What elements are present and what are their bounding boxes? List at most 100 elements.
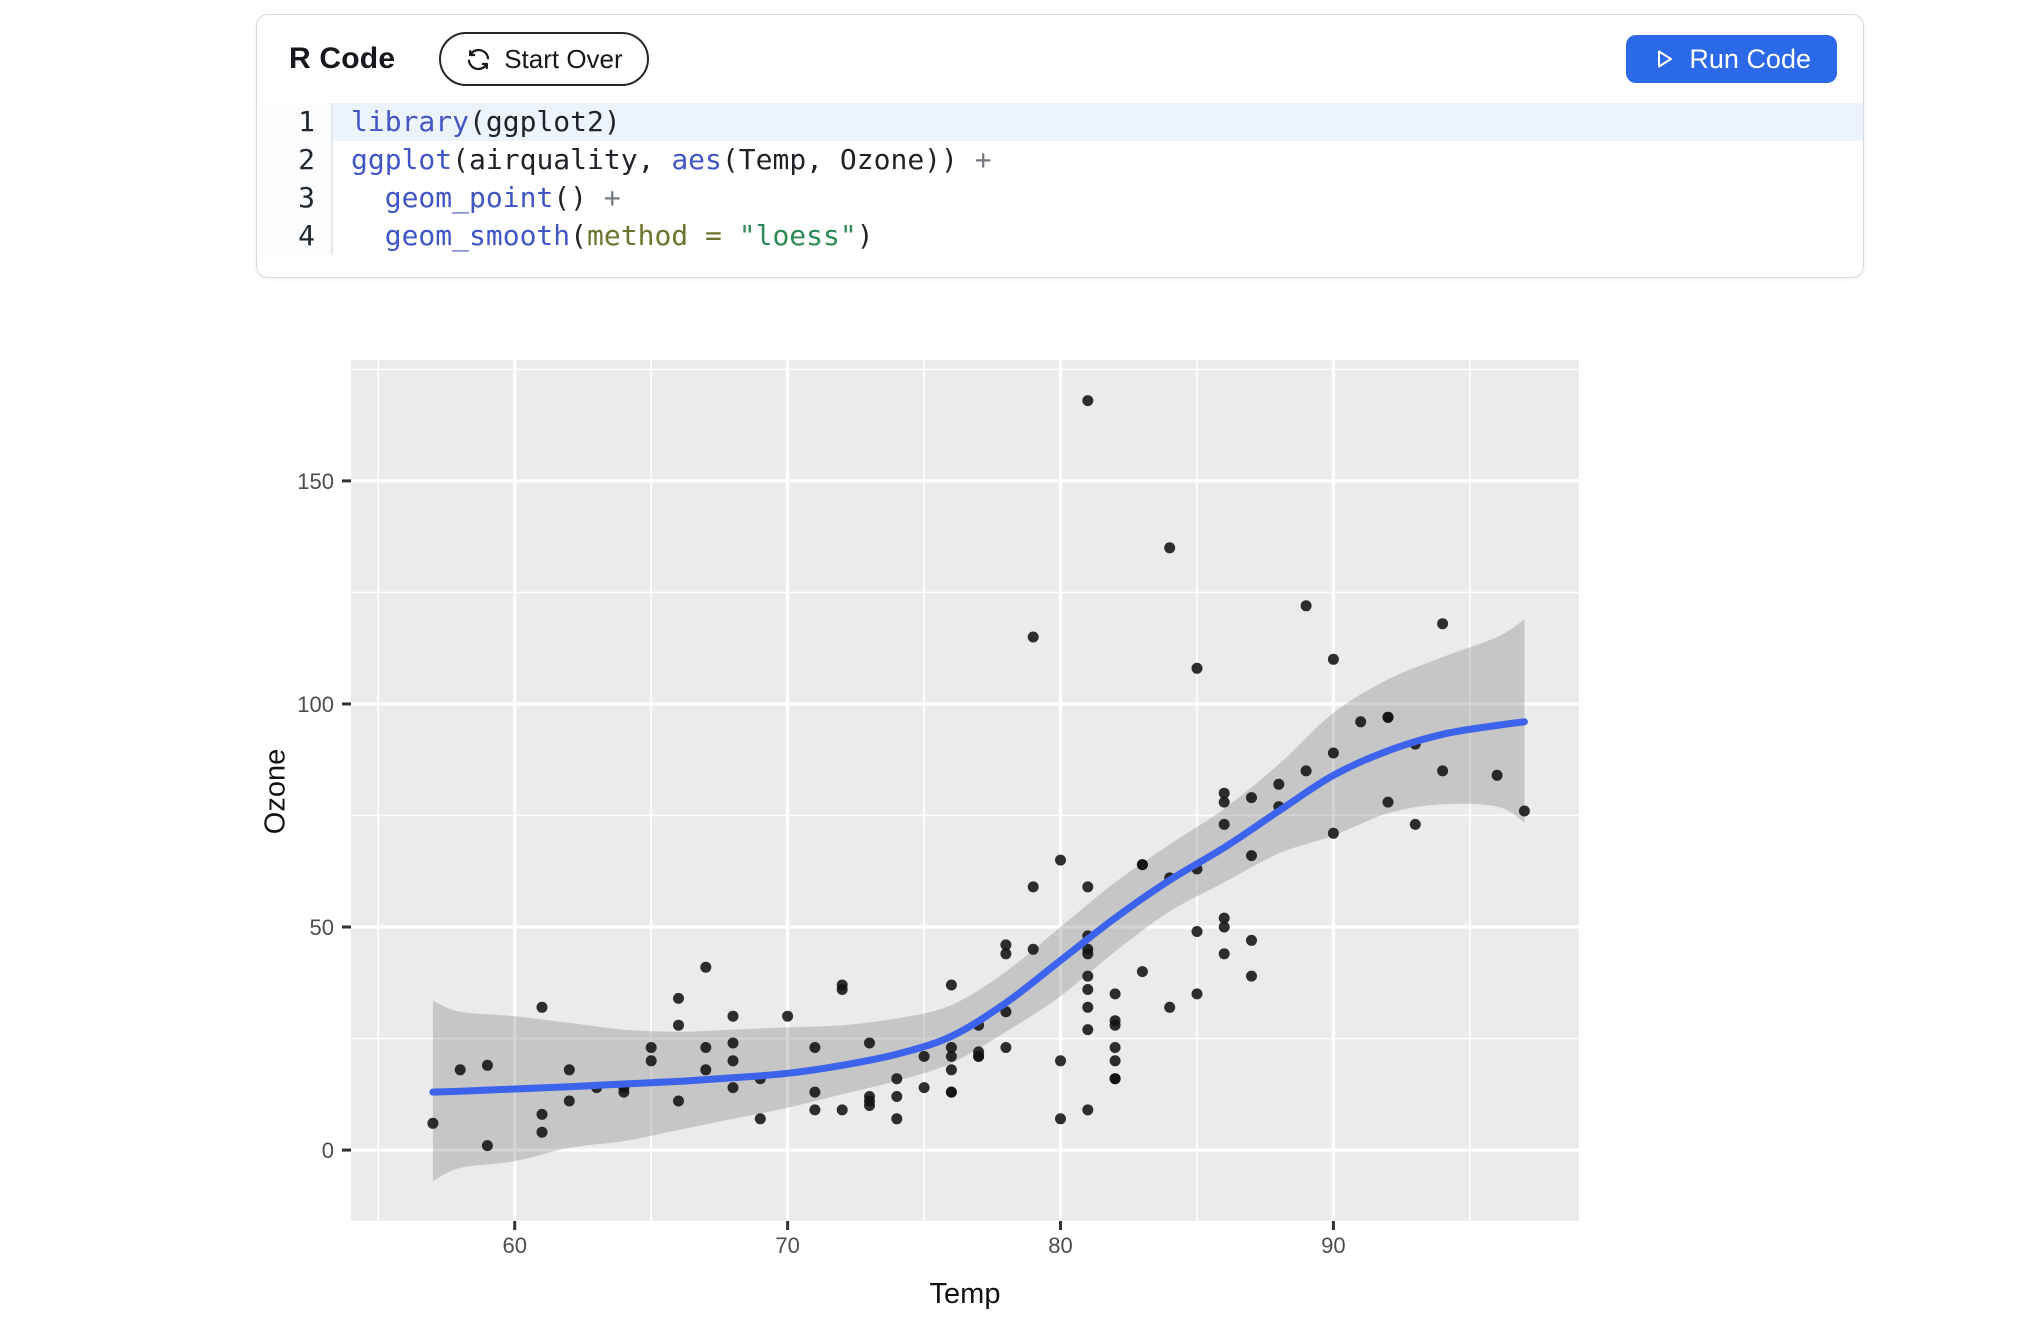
data-point bbox=[1082, 1024, 1094, 1036]
data-point bbox=[1218, 818, 1230, 830]
data-point bbox=[1136, 859, 1148, 871]
data-point bbox=[1055, 1055, 1066, 1067]
data-point bbox=[945, 1042, 957, 1053]
confidence-ribbon bbox=[432, 619, 1525, 1182]
y-tick-label: 0 bbox=[322, 1138, 334, 1163]
data-point bbox=[1164, 1001, 1176, 1013]
code-line-4[interactable]: 4 geom_smooth(method = "loess") bbox=[257, 217, 1863, 255]
x-tick-label: 80 bbox=[1048, 1233, 1072, 1258]
code-line-1[interactable]: 1 library(ggplot2) bbox=[257, 103, 1863, 141]
data-point bbox=[1000, 1042, 1012, 1053]
data-point bbox=[1136, 966, 1148, 978]
data-point bbox=[536, 1126, 548, 1138]
data-point bbox=[481, 1140, 493, 1152]
x-axis-title: Temp bbox=[929, 1278, 1001, 1310]
code-card-header: R Code Start Over Run Code bbox=[257, 15, 1863, 103]
x-tick-label: 60 bbox=[502, 1233, 526, 1258]
data-point bbox=[1218, 912, 1230, 924]
data-point bbox=[918, 1082, 930, 1094]
code-editor[interactable]: 1 library(ggplot2) 2 ggplot(airquality, aes… bbox=[257, 103, 1863, 277]
data-point bbox=[645, 1042, 657, 1053]
data-point bbox=[809, 1042, 821, 1053]
plot-panel bbox=[351, 360, 1579, 1221]
data-point bbox=[1218, 948, 1230, 960]
data-point bbox=[1109, 1073, 1121, 1085]
data-point bbox=[727, 1082, 739, 1094]
data-point bbox=[1246, 934, 1257, 946]
data-point bbox=[1437, 618, 1449, 630]
data-point bbox=[1355, 716, 1367, 728]
data-point bbox=[1027, 943, 1039, 955]
data-point bbox=[918, 1050, 930, 1062]
data-point bbox=[1191, 988, 1203, 1000]
data-point bbox=[1082, 948, 1094, 960]
run-code-button[interactable]: Run Code bbox=[1626, 35, 1837, 83]
data-point bbox=[1191, 662, 1203, 674]
data-point bbox=[727, 1037, 739, 1049]
data-point bbox=[809, 1104, 821, 1116]
data-point bbox=[1000, 948, 1012, 960]
data-point bbox=[700, 1042, 712, 1053]
data-point bbox=[836, 1104, 848, 1116]
y-tick-label: 50 bbox=[310, 915, 334, 940]
x-tick-label: 90 bbox=[1321, 1233, 1345, 1258]
code-line-text: ggplot(airquality, aes(Temp, Ozone)) + bbox=[351, 143, 992, 176]
data-point bbox=[1164, 542, 1176, 554]
data-point bbox=[891, 1073, 903, 1085]
run-code-label: Run Code bbox=[1689, 43, 1811, 74]
data-point bbox=[891, 1091, 903, 1102]
start-over-label: Start Over bbox=[504, 43, 623, 74]
data-point bbox=[1000, 1006, 1012, 1018]
y-tick-label: 150 bbox=[297, 469, 334, 494]
data-point bbox=[1082, 984, 1094, 995]
data-point bbox=[1218, 921, 1230, 933]
data-point bbox=[864, 1091, 875, 1102]
y-tick-label: 100 bbox=[297, 692, 334, 717]
code-line-text: library(ggplot2) bbox=[351, 105, 621, 138]
data-point bbox=[700, 961, 712, 973]
code-line-2[interactable]: 2 ggplot(airquality, aes(Temp, Ozone)) + bbox=[257, 141, 1863, 179]
data-point bbox=[673, 1095, 684, 1107]
data-point bbox=[563, 1095, 575, 1107]
data-point bbox=[1191, 926, 1203, 937]
data-point bbox=[945, 979, 957, 991]
start-over-button[interactable]: Start Over bbox=[439, 32, 649, 86]
data-point bbox=[1246, 850, 1257, 862]
data-point bbox=[754, 1113, 766, 1125]
data-point bbox=[563, 1064, 575, 1076]
data-point bbox=[1273, 778, 1285, 790]
data-point bbox=[1055, 1113, 1066, 1125]
data-point bbox=[1000, 939, 1012, 951]
data-point bbox=[1082, 970, 1094, 982]
data-point bbox=[1082, 1104, 1094, 1116]
data-point bbox=[1246, 970, 1257, 982]
code-line-3[interactable]: 3 geom_point() + bbox=[257, 179, 1863, 217]
line-number: 3 bbox=[257, 179, 333, 217]
data-point bbox=[1082, 1001, 1094, 1013]
data-point bbox=[454, 1064, 466, 1076]
code-line-text: geom_point() + bbox=[384, 181, 621, 214]
data-point bbox=[673, 1019, 684, 1031]
data-point bbox=[945, 1050, 957, 1062]
data-point bbox=[1518, 805, 1530, 817]
data-point bbox=[1300, 600, 1312, 612]
data-point bbox=[1027, 881, 1039, 893]
data-point bbox=[1437, 765, 1449, 777]
data-point bbox=[536, 1001, 548, 1013]
data-point bbox=[645, 1055, 657, 1067]
data-point bbox=[809, 1086, 821, 1098]
data-point bbox=[973, 1050, 985, 1062]
data-point bbox=[891, 1113, 903, 1125]
data-point bbox=[1027, 631, 1039, 643]
data-point bbox=[1491, 769, 1503, 781]
play-icon bbox=[1652, 47, 1676, 71]
data-point bbox=[1409, 818, 1421, 830]
data-point bbox=[1109, 988, 1121, 1000]
data-point bbox=[1327, 653, 1339, 665]
data-point bbox=[427, 1117, 439, 1129]
data-point bbox=[945, 1086, 957, 1098]
data-point bbox=[673, 992, 684, 1004]
data-point bbox=[481, 1059, 493, 1071]
